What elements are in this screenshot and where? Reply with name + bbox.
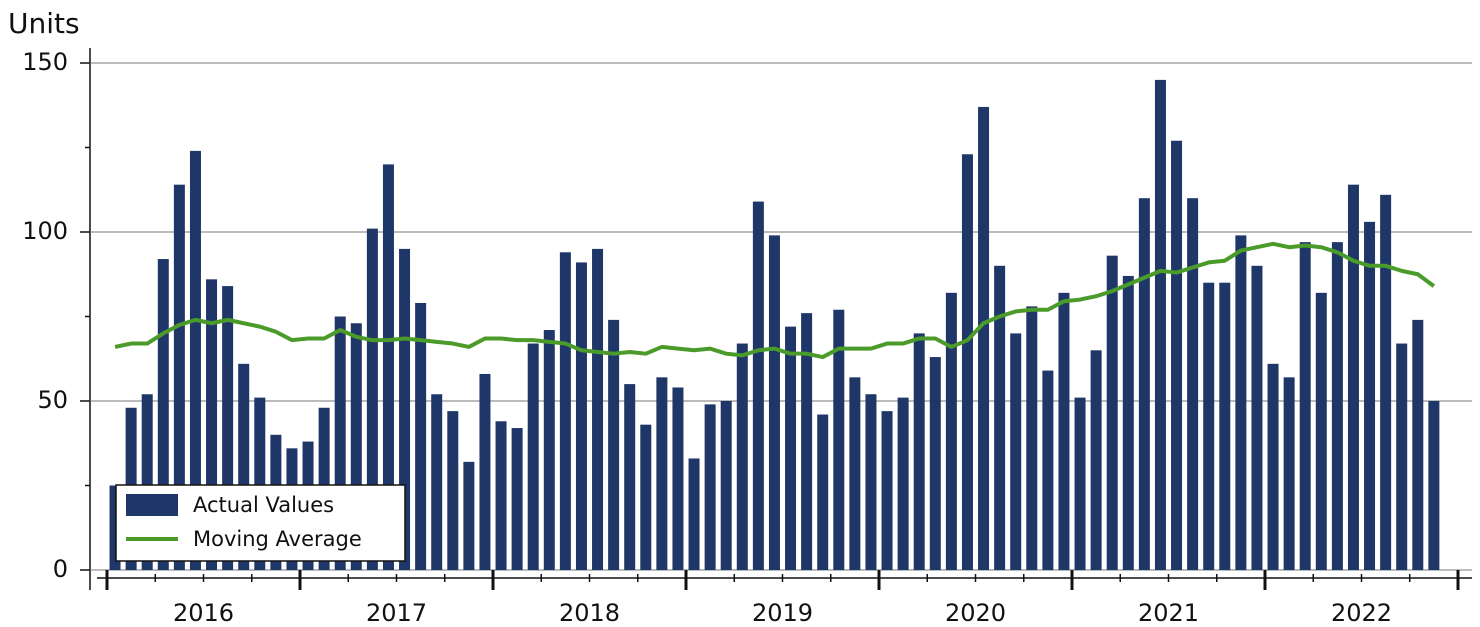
- bar: [382, 164, 394, 570]
- bar: [961, 154, 973, 570]
- bar: [1010, 333, 1022, 570]
- bar: [1235, 235, 1247, 570]
- bar: [817, 414, 829, 570]
- bar: [479, 373, 491, 570]
- bar: [1412, 319, 1424, 570]
- bar: [881, 411, 893, 570]
- y-tick-label: 50: [37, 386, 68, 414]
- bar: [897, 397, 909, 570]
- bar: [1219, 282, 1231, 570]
- bar: [994, 265, 1006, 570]
- bar: [1171, 140, 1183, 571]
- bar: [801, 313, 813, 570]
- bar: [559, 252, 571, 570]
- bar: [929, 357, 941, 570]
- bar: [575, 262, 587, 570]
- bar: [189, 150, 201, 570]
- bar: [1106, 255, 1118, 570]
- bar: [366, 228, 378, 570]
- bar: [543, 330, 555, 570]
- bar: [608, 319, 620, 570]
- bar: [511, 428, 523, 570]
- bar: [1428, 401, 1440, 570]
- legend-label: Actual Values: [193, 493, 334, 517]
- bar: [688, 458, 700, 570]
- bar: [704, 404, 716, 570]
- legend-label: Moving Average: [193, 527, 362, 551]
- bar: [736, 343, 748, 570]
- bar: [157, 259, 169, 570]
- bar: [238, 363, 250, 570]
- bar: [463, 461, 475, 570]
- bar: [1154, 79, 1166, 571]
- bar: [1396, 343, 1408, 570]
- bar: [1364, 221, 1376, 571]
- bar: [849, 377, 861, 570]
- x-tick-label: 2016: [173, 599, 234, 627]
- y-axis-label: Units: [8, 7, 80, 40]
- bar: [334, 316, 346, 570]
- bar: [672, 387, 684, 570]
- bar: [173, 184, 185, 570]
- bar: [833, 309, 845, 570]
- bar: [1138, 198, 1150, 570]
- bar: [592, 248, 604, 570]
- bar: [415, 302, 427, 570]
- bar: [1074, 397, 1086, 570]
- bar: [1203, 282, 1215, 570]
- y-tick-label: 150: [22, 48, 68, 76]
- bar: [865, 394, 877, 570]
- bar: [1267, 363, 1279, 570]
- bar: [913, 333, 925, 570]
- bar: [350, 323, 362, 570]
- bar: [527, 343, 539, 570]
- bar: [1331, 242, 1343, 570]
- x-tick-label: 2018: [559, 599, 620, 627]
- bar: [945, 292, 957, 570]
- bar: [141, 394, 153, 570]
- bar: [1251, 265, 1263, 570]
- bar: [1058, 292, 1070, 570]
- bar: [1187, 198, 1199, 570]
- bar: [1283, 377, 1295, 570]
- bar: [978, 106, 990, 570]
- bar: [254, 397, 266, 570]
- bar: [752, 201, 764, 570]
- bar: [656, 377, 668, 570]
- x-tick-label: 2019: [752, 599, 813, 627]
- legend-swatch: [126, 494, 178, 516]
- bar: [447, 411, 459, 570]
- bar: [720, 401, 732, 570]
- bar: [1090, 350, 1102, 570]
- bar: [109, 485, 121, 570]
- y-tick-label: 100: [22, 217, 68, 245]
- bar: [495, 421, 507, 570]
- line: [114, 241, 1436, 360]
- bar: [1299, 242, 1311, 570]
- y-tick-label: 0: [53, 555, 68, 583]
- bar: [222, 286, 234, 570]
- x-tick-label: 2021: [1138, 599, 1199, 627]
- bar: [624, 384, 636, 570]
- x-tick-label: 2022: [1331, 599, 1392, 627]
- bar: [640, 424, 652, 570]
- bar: [1026, 306, 1038, 570]
- bar: [1380, 194, 1392, 570]
- bar: [431, 394, 443, 570]
- bar: [768, 235, 780, 570]
- bar: [1347, 184, 1359, 570]
- bar: [785, 326, 797, 570]
- bar: [1122, 275, 1134, 570]
- bar: [1042, 370, 1054, 570]
- bar: [399, 248, 411, 570]
- x-tick-label: 2017: [366, 599, 427, 627]
- bar: [206, 279, 218, 570]
- x-tick-label: 2020: [945, 599, 1006, 627]
- bar: [1315, 292, 1327, 570]
